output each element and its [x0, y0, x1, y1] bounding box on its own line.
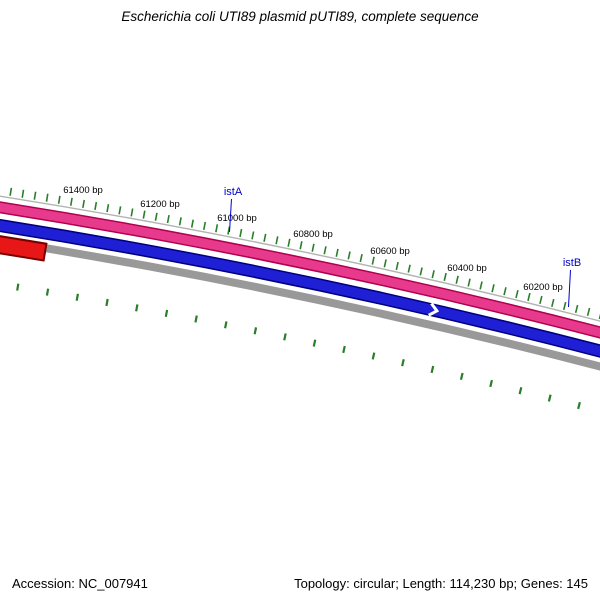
ruler-tick-label: 60400 bp: [447, 263, 487, 274]
ruler-tick-label: 61200 bp: [140, 199, 180, 210]
cds-band-outline-arc: [0, 220, 600, 360]
gene-label-leader-istB: [568, 269, 571, 308]
ruler-tick-label: 61000 bp: [217, 213, 257, 224]
cds-band-blue-arc[interactable]: [0, 146, 600, 600]
red-gene-arrow[interactable]: [0, 237, 46, 260]
ruler-tick-label: 60800 bp: [293, 229, 333, 240]
gene-label-leader-istA: [229, 198, 232, 233]
ruler-tick-label: 60600 bp: [370, 246, 410, 257]
topology-text: Topology: circular; Length: 114,230 bp; …: [294, 576, 588, 591]
accession-text: Accession: NC_007941: [12, 576, 148, 591]
gene-band-pink-arc[interactable]: [0, 128, 600, 600]
gene-label-istA[interactable]: istA: [224, 186, 243, 198]
gene-band-outline-arc: [0, 202, 600, 341]
gene-label-istB[interactable]: istB: [563, 257, 581, 269]
sequence-title: Escherichia coli UTI89 plasmid pUTI89, c…: [121, 9, 479, 24]
gene-arrowhead-notch-icon: [428, 302, 440, 317]
status-bar: Accession: NC_007941 Topology: circular;…: [0, 576, 600, 591]
ruler-tick-label: 61400 bp: [63, 185, 103, 196]
ruler-tick-label: 60200 bp: [523, 282, 563, 293]
